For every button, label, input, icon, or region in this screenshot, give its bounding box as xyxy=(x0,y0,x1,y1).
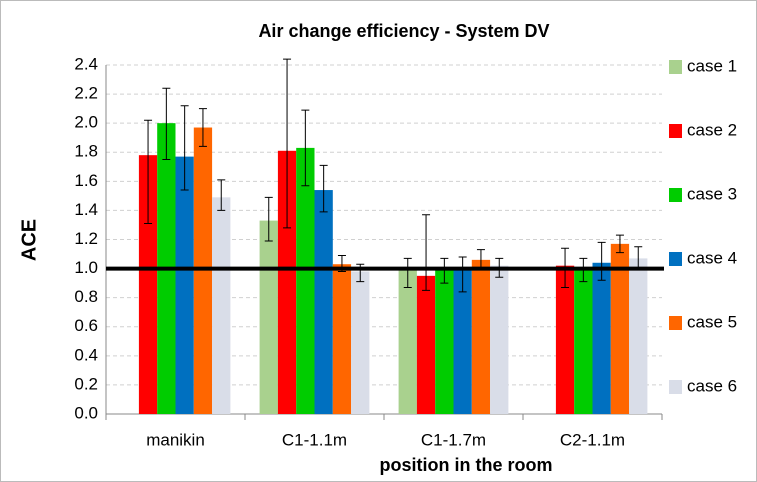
bar xyxy=(610,243,630,414)
bar xyxy=(453,268,472,414)
legend-swatch xyxy=(669,124,682,138)
bar xyxy=(490,265,509,414)
y-tick-label: 0.8 xyxy=(74,287,98,306)
y-tick-label: 0.0 xyxy=(74,403,98,422)
x-tick-label: manikin xyxy=(146,430,205,449)
x-tick-label: C1-1.7m xyxy=(421,430,486,449)
error-bar xyxy=(403,257,412,288)
x-tick-label: C2-1.1m xyxy=(560,430,625,449)
bar xyxy=(555,265,575,414)
y-tick-label: 2.4 xyxy=(74,54,98,73)
error-bar xyxy=(283,58,292,229)
legend-swatch xyxy=(669,60,682,74)
bar xyxy=(259,220,278,414)
legend-label: case 4 xyxy=(687,248,737,267)
bar xyxy=(277,150,297,414)
y-tick-label: 1.6 xyxy=(74,171,98,190)
y-tick-label: 0.4 xyxy=(74,345,98,364)
bar xyxy=(296,147,315,414)
legend-label: case 3 xyxy=(687,184,737,203)
legend-label: case 5 xyxy=(687,312,737,331)
bar xyxy=(193,127,213,414)
bar xyxy=(471,259,491,414)
bar xyxy=(629,258,648,414)
legend-swatch xyxy=(669,188,682,202)
y-tick-label: 1.4 xyxy=(74,200,98,219)
error-bar xyxy=(319,164,328,213)
bar xyxy=(314,190,333,414)
error-bar xyxy=(422,214,431,291)
chart-title: Air change efficiency - System DV xyxy=(258,21,549,41)
legend-swatch xyxy=(669,252,682,266)
y-tick-label: 0.6 xyxy=(74,316,98,335)
y-tick-label: 0.2 xyxy=(74,374,98,393)
bar xyxy=(435,268,454,414)
bar xyxy=(592,262,611,414)
error-bar xyxy=(597,241,606,281)
legend-swatch xyxy=(669,380,682,394)
error-bar xyxy=(162,87,171,161)
error-bar xyxy=(198,108,207,147)
bar xyxy=(416,275,436,414)
y-axis-label: ACE xyxy=(18,219,40,261)
x-axis-label: position in the room xyxy=(380,455,553,475)
error-bar xyxy=(144,119,153,225)
error-bar xyxy=(440,257,449,284)
bar xyxy=(351,271,370,414)
x-tick-label: C1-1.1m xyxy=(282,430,347,449)
y-tick-label: 1.2 xyxy=(74,229,98,248)
bar xyxy=(332,264,352,414)
legend-label: case 2 xyxy=(687,120,737,139)
error-bar xyxy=(615,234,624,254)
y-tick-label: 2.0 xyxy=(74,113,98,132)
error-bar xyxy=(264,196,273,242)
y-tick-label: 1.0 xyxy=(74,258,98,277)
bar xyxy=(138,155,158,415)
bar xyxy=(175,156,194,415)
error-bar xyxy=(217,179,226,211)
bar xyxy=(398,268,417,414)
error-bar xyxy=(180,105,189,191)
legend-swatch xyxy=(669,316,682,330)
y-tick-label: 2.2 xyxy=(74,84,98,103)
error-bar xyxy=(458,256,467,293)
legend-label: case 6 xyxy=(687,376,737,395)
error-bar xyxy=(301,109,310,187)
legend-label: case 1 xyxy=(687,56,737,75)
bar xyxy=(574,268,593,414)
y-tick-label: 1.8 xyxy=(74,142,98,161)
bar xyxy=(212,197,231,414)
